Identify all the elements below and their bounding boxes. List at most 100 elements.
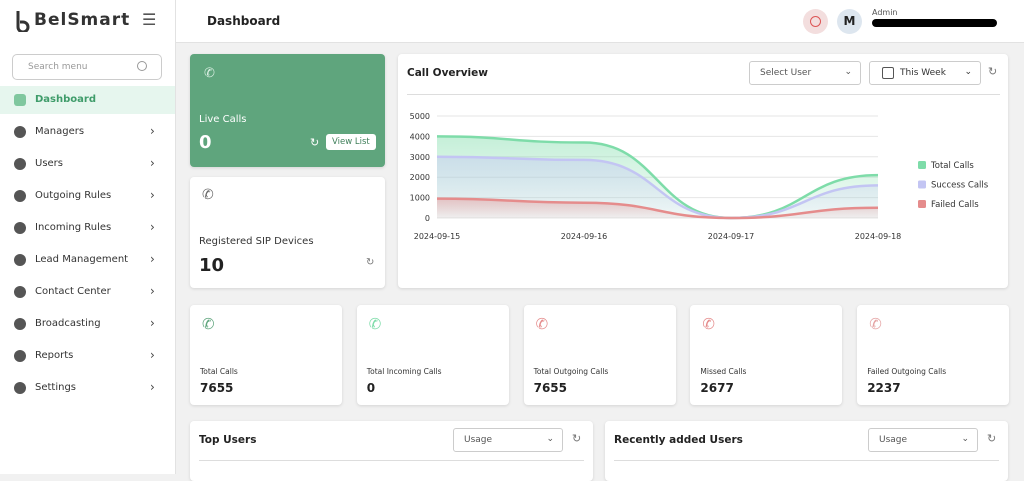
page-title: Dashboard	[207, 14, 281, 28]
user-select-label: Select User	[760, 68, 812, 78]
stat-card: ✆ Total Outgoing Calls 7655	[523, 305, 676, 405]
stat-icon: ✆	[202, 315, 215, 333]
recent-users-panel: Recently added Users Usage ⌄ ↻	[605, 421, 1008, 481]
stat-card: ✆ Total Incoming Calls 0	[356, 305, 509, 405]
menu-toggle[interactable]: ☰	[142, 10, 157, 29]
brand-name: BelSmart	[34, 10, 131, 30]
x-tick-label: 2024-09-17	[708, 232, 755, 241]
view-list-button[interactable]: View List	[326, 134, 376, 150]
menu-icon	[14, 94, 26, 106]
menu-item[interactable]: Managers ›	[0, 118, 175, 146]
top-users-panel: Top Users Usage ⌄ ↻	[190, 421, 593, 481]
menu-item[interactable]: Settings ›	[0, 374, 175, 402]
search-placeholder: Search menu	[28, 62, 88, 72]
stat-value: 7655	[200, 381, 234, 395]
stat-icon: ✆	[869, 315, 882, 333]
refresh-icon[interactable]: ↻	[366, 257, 375, 268]
chevron: ›	[150, 252, 155, 266]
sip-label: Registered SIP Devices	[199, 236, 314, 247]
chevron: ›	[150, 284, 155, 298]
chart-card: Call Overview Select User ⌄ This Week ⌄ ↻ …	[398, 54, 1008, 288]
live-calls-card: ✆ Live Calls 0 ↻ View List	[190, 54, 385, 167]
stat-card: ✆ Failed Outgoing Calls 2237	[857, 305, 1010, 405]
user-select[interactable]: Select User ⌄	[749, 61, 861, 85]
stat-label: Failed Outgoing Calls	[867, 367, 947, 376]
search-box[interactable]: Search menu	[12, 54, 162, 80]
menu-item[interactable]: Dashboard	[0, 86, 175, 114]
menu-item[interactable]: Incoming Rules ›	[0, 214, 175, 242]
refresh-icon[interactable]: ↻	[987, 432, 997, 445]
chevron: ›	[150, 348, 155, 362]
menu-label: Settings	[35, 382, 77, 393]
menu-item[interactable]: Users ›	[0, 150, 175, 178]
range-select[interactable]: This Week ⌄	[869, 61, 981, 85]
phone-icon: ✆	[204, 66, 215, 81]
menu-icon	[14, 254, 26, 266]
x-tick-label: 2024-09-16	[561, 232, 608, 241]
stat-icon: ✆	[535, 315, 549, 333]
x-tick-label: 2024-09-18	[855, 232, 902, 241]
divider	[614, 460, 999, 461]
refresh-icon[interactable]: ↻	[572, 432, 582, 445]
sip-value: 10	[199, 255, 225, 276]
menu-icon	[14, 318, 26, 330]
live-calls-label: Live Calls	[199, 114, 247, 125]
stat-value: 2677	[700, 381, 734, 395]
search-icon	[137, 61, 147, 71]
notification[interactable]	[803, 9, 828, 34]
range-select-label: This Week	[900, 68, 946, 78]
stat-label: Missed Calls	[700, 367, 747, 376]
y-tick-label: 0	[425, 214, 430, 223]
sip-icon: ✆	[202, 187, 214, 203]
stat-icon: ✆	[702, 315, 715, 333]
menu-item[interactable]: Reports ›	[0, 342, 175, 370]
redacted-name	[872, 19, 997, 27]
legend-swatch	[918, 161, 926, 169]
menu-label: Reports	[35, 350, 74, 361]
panel-title: Recently added Users	[614, 434, 743, 446]
chevron: ›	[150, 380, 155, 394]
menu-label: Managers	[35, 126, 85, 137]
chevron: ›	[150, 188, 155, 202]
chart-title: Call Overview	[407, 67, 488, 79]
menu-icon	[14, 382, 26, 394]
header: BelSmart ☰ Dashboard M Admin	[0, 0, 1024, 43]
stat-label: Total Calls	[200, 367, 238, 376]
stat-card: ✆ Total Calls 7655	[190, 305, 342, 405]
usage-select[interactable]: Usage ⌄	[453, 428, 563, 452]
avatar[interactable]: M	[837, 9, 862, 34]
divider	[175, 0, 176, 42]
x-tick-label: 2024-09-15	[414, 232, 461, 241]
legend-label: Success Calls	[931, 181, 989, 191]
menu-icon	[14, 350, 26, 362]
menu-label: Lead Management	[35, 254, 129, 265]
y-tick-label: 2000	[410, 173, 430, 182]
menu-icon	[14, 286, 26, 298]
usage-select[interactable]: Usage ⌄	[868, 428, 978, 452]
chevron: ›	[150, 156, 155, 170]
menu-icon	[14, 158, 26, 170]
menu-item[interactable]: Broadcasting ›	[0, 310, 175, 338]
stat-icon: ✆	[368, 315, 382, 333]
user-role: Admin	[872, 8, 898, 17]
refresh-icon[interactable]: ↻	[310, 136, 320, 149]
line	[436, 135, 879, 220]
y-tick-label: 5000	[410, 112, 430, 121]
divider	[407, 94, 1000, 95]
stat-label: Total Outgoing Calls	[533, 367, 609, 376]
panel-title: Top Users	[199, 434, 257, 446]
y-tick-label: 1000	[410, 194, 430, 203]
stat-value: 0	[366, 381, 376, 395]
refresh-icon[interactable]: ↻	[988, 65, 998, 78]
menu-label: Contact Center	[35, 286, 111, 297]
sip-card: ✆ Registered SIP Devices 10 ↻	[190, 177, 385, 288]
menu-item[interactable]: Contact Center ›	[0, 278, 175, 306]
y-tick-label: 3000	[410, 153, 430, 162]
menu-item[interactable]: Outgoing Rules ›	[0, 182, 175, 210]
menu-icon	[14, 126, 26, 138]
stat-value: 7655	[533, 381, 567, 395]
menu-icon	[14, 222, 26, 234]
stat-label: Total Incoming Calls	[366, 367, 442, 376]
menu-item[interactable]: Lead Management ›	[0, 246, 175, 274]
